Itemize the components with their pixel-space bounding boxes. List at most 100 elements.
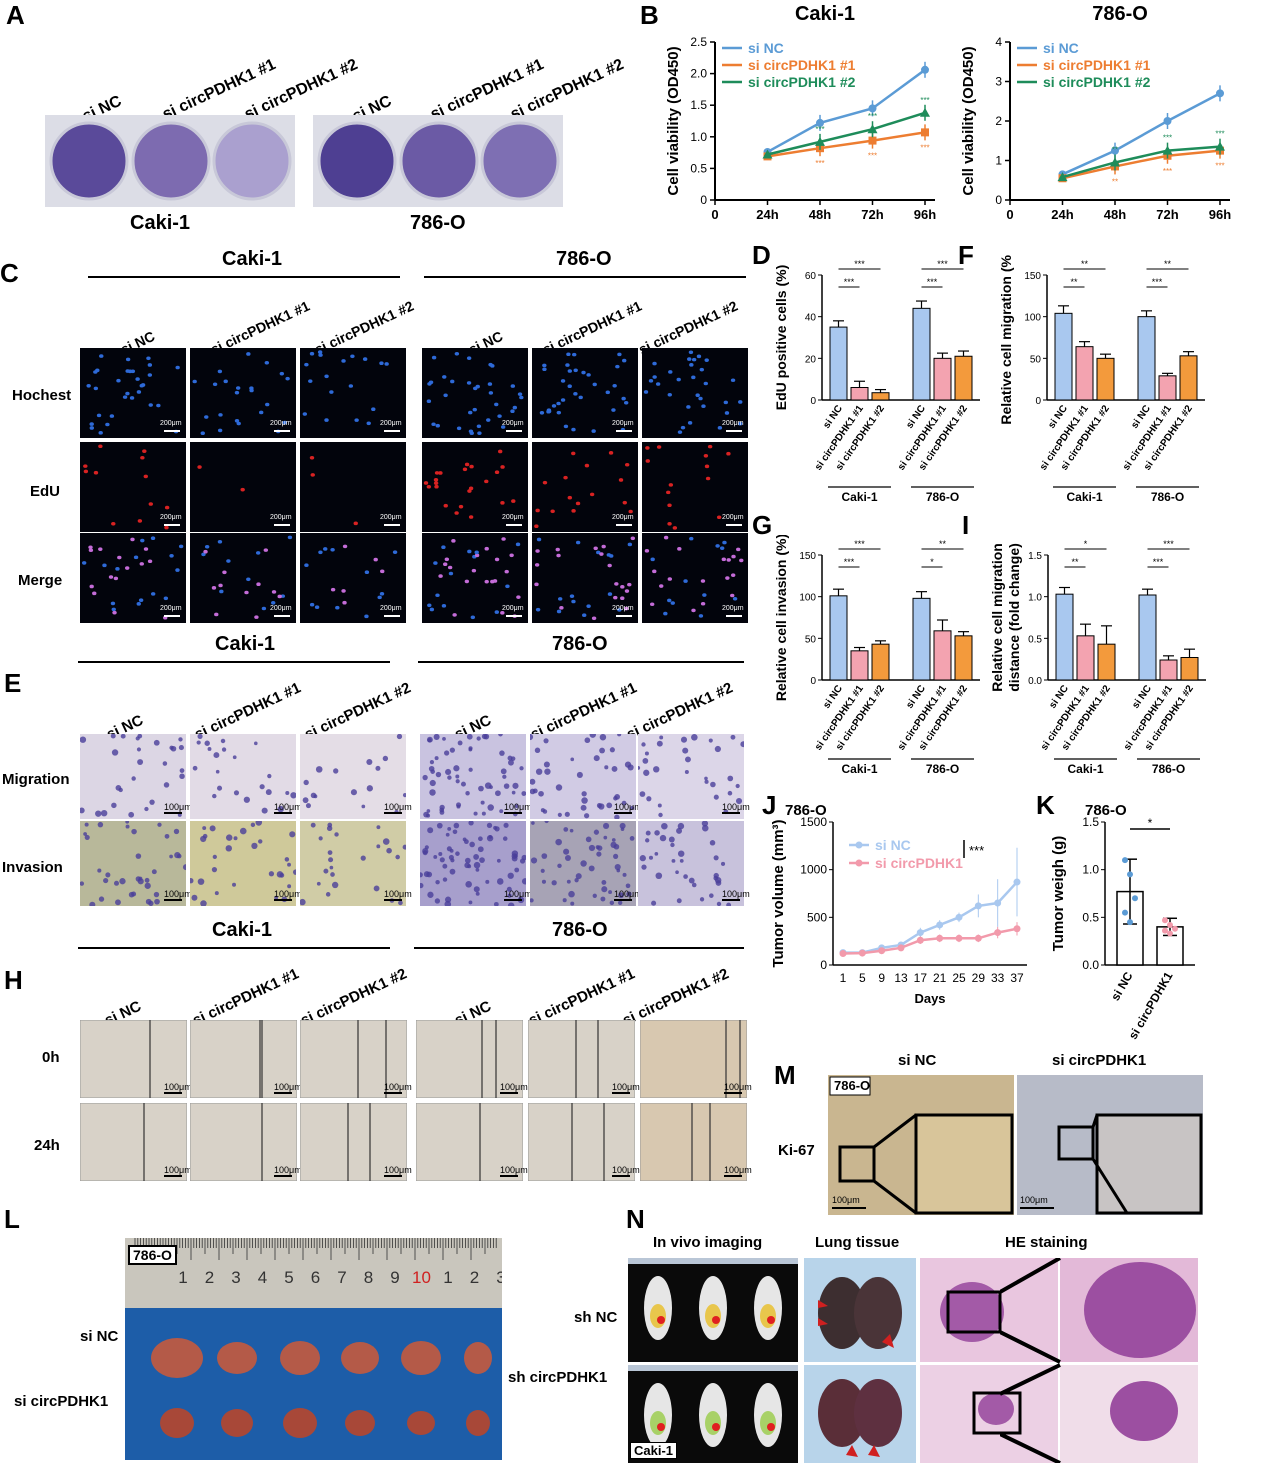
scale-bar	[384, 524, 400, 526]
cell-nucleus	[688, 350, 694, 355]
cell-nucleus	[441, 604, 447, 608]
fluo-image	[300, 442, 406, 532]
chart-title: Caki-1	[795, 3, 855, 25]
legend-marker	[855, 841, 863, 849]
bioluminescence-hotspot	[767, 1423, 775, 1431]
stained-cell	[713, 794, 719, 800]
cell-nucleus	[608, 451, 614, 455]
stained-cell	[609, 747, 615, 753]
stained-cell	[683, 874, 688, 879]
cell-nucleus	[581, 370, 586, 375]
scale-bar	[164, 1175, 182, 1177]
tumor-si-circ	[466, 1410, 490, 1436]
y-tick-label: 2.5	[690, 35, 707, 49]
cell-nucleus	[668, 370, 673, 374]
tumor-si-circ	[221, 1409, 253, 1437]
cell-nucleus	[309, 351, 315, 356]
transwell-bg	[530, 734, 636, 819]
cell-nucleus	[563, 475, 568, 480]
bar	[1096, 357, 1115, 401]
stained-cell	[207, 747, 212, 751]
cell-nucleus	[601, 544, 606, 549]
cell-nucleus	[476, 424, 482, 429]
y-tick-label: 2	[995, 114, 1002, 128]
wound-image	[416, 1103, 523, 1181]
l-label-circ: si circPDHK1	[14, 1393, 109, 1410]
cell-nucleus	[384, 362, 389, 366]
series-line-0	[843, 881, 1018, 954]
stained-cell	[735, 783, 740, 789]
stained-cell	[514, 854, 518, 858]
stained-cell	[598, 803, 605, 810]
fluo-image	[422, 533, 528, 623]
fluo-bg	[642, 348, 748, 438]
stained-cell	[480, 800, 485, 805]
cell-nucleus	[539, 411, 545, 415]
y-tick-label: 50	[805, 634, 817, 645]
cell-nucleus	[515, 542, 521, 547]
stained-cell	[327, 850, 333, 855]
x-tick-label: si NC	[1108, 969, 1136, 1003]
cell-nucleus	[659, 584, 664, 588]
cell-nucleus	[732, 596, 738, 601]
stained-cell	[512, 782, 519, 789]
cell-nucleus	[454, 351, 460, 356]
scale-label: 200μm	[270, 514, 292, 521]
scale-bar	[274, 899, 292, 901]
bioluminescence-signal	[760, 1411, 776, 1435]
cell-nucleus	[567, 384, 572, 389]
stained-cell	[483, 734, 490, 740]
stained-cell	[654, 852, 659, 856]
stained-cell	[225, 845, 232, 852]
cell-nucleus	[217, 428, 223, 433]
wound-image	[528, 1020, 635, 1098]
stained-cell	[305, 803, 311, 809]
chart-j: 786-O 0 500 1000 1500 1 5 9 13 17 21 25 29 33 37 Days Tu…	[770, 802, 1027, 1006]
cell-nucleus	[447, 565, 453, 570]
bar	[1054, 312, 1073, 401]
stained-cell	[100, 809, 108, 817]
cell-nucleus	[623, 400, 629, 405]
scale-bar	[384, 430, 400, 432]
cell-nucleus	[510, 409, 515, 413]
bar	[933, 630, 952, 681]
stained-cell	[680, 736, 688, 743]
sig-label: **	[1081, 259, 1089, 269]
cell-nucleus	[129, 396, 135, 400]
cell-nucleus	[135, 377, 140, 381]
tumor-si-nc	[401, 1341, 441, 1375]
stained-cell	[608, 890, 612, 894]
cell-nucleus	[304, 563, 309, 568]
wound-bg	[300, 1103, 407, 1181]
y-axis-label: distance (fold change)	[1006, 543, 1022, 692]
wound-image	[528, 1103, 635, 1181]
cell-nucleus	[501, 537, 506, 541]
cell-nucleus	[487, 382, 493, 386]
cell-nucleus	[613, 595, 618, 600]
stained-cell	[115, 785, 122, 791]
stained-cell	[290, 792, 296, 799]
fluo-bg	[642, 533, 748, 623]
stained-cell	[564, 854, 571, 861]
stained-cell	[328, 857, 334, 863]
cell-nucleus	[464, 462, 470, 467]
cell-nucleus	[571, 427, 576, 432]
cell-nucleus	[666, 490, 671, 495]
cell-nucleus	[164, 525, 169, 530]
cell-nucleus	[468, 486, 474, 491]
fluo-image	[642, 442, 748, 532]
x-tick-label: 37	[1010, 971, 1024, 985]
wound-bg	[300, 1020, 407, 1098]
wound-image	[190, 1020, 297, 1098]
transwell-bg	[638, 734, 744, 819]
cell-nucleus	[271, 600, 276, 605]
cell-nucleus	[203, 549, 208, 554]
scale-bar	[726, 615, 742, 617]
stained-cell	[507, 902, 515, 906]
stained-cell	[682, 747, 689, 754]
cell-nucleus	[142, 449, 147, 453]
sig-label: ***	[844, 557, 855, 567]
he-high-shcirc	[1060, 1365, 1198, 1463]
cell-nucleus	[652, 375, 657, 379]
cell-nucleus	[551, 404, 557, 408]
